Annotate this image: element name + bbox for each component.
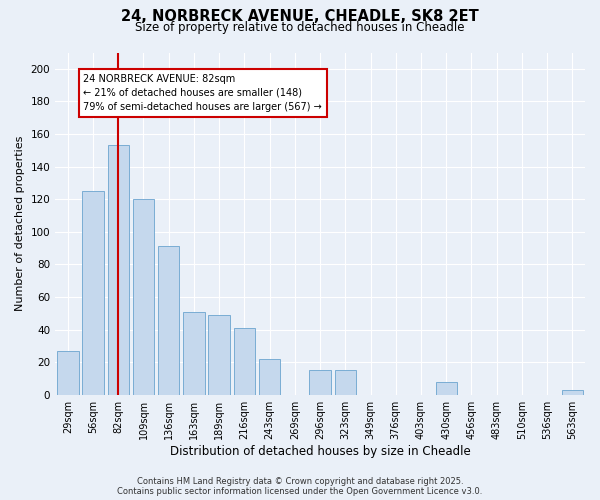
Text: Contains HM Land Registry data © Crown copyright and database right 2025.
Contai: Contains HM Land Registry data © Crown c… (118, 476, 482, 496)
Bar (436, 382, 457, 395)
Bar (183, 312, 205, 395)
Bar (562, 390, 583, 395)
Bar (208, 315, 230, 395)
Text: Size of property relative to detached houses in Cheadle: Size of property relative to detached ho… (135, 21, 465, 34)
Bar (57, 351, 79, 395)
Bar (107, 146, 129, 395)
Text: 24, NORBRECK AVENUE, CHEADLE, SK8 2ET: 24, NORBRECK AVENUE, CHEADLE, SK8 2ET (121, 9, 479, 24)
Bar (310, 370, 331, 395)
Bar (233, 328, 255, 395)
Bar (133, 199, 154, 395)
Bar (158, 246, 179, 395)
Y-axis label: Number of detached properties: Number of detached properties (15, 136, 25, 312)
Text: 24 NORBRECK AVENUE: 82sqm
← 21% of detached houses are smaller (148)
79% of semi: 24 NORBRECK AVENUE: 82sqm ← 21% of detac… (83, 74, 322, 112)
Bar (259, 359, 280, 395)
X-axis label: Distribution of detached houses by size in Cheadle: Distribution of detached houses by size … (170, 444, 470, 458)
Bar (335, 370, 356, 395)
Bar (82, 191, 104, 395)
